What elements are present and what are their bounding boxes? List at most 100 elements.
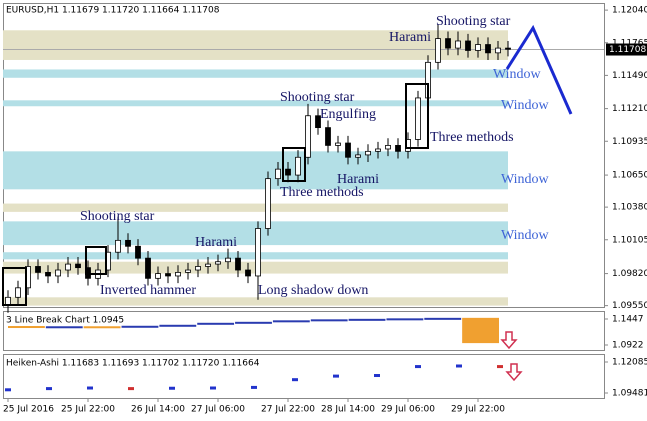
heiken-mark xyxy=(128,387,134,391)
y-tick-label: 1.10935 xyxy=(612,137,647,147)
y-tick-label: 1.10650 xyxy=(612,171,647,181)
y-tick-label: 1.1447 xyxy=(612,314,644,324)
x-tick-label: 26 Jul 14:00 xyxy=(131,405,185,415)
candle-body xyxy=(455,40,461,49)
zone xyxy=(3,100,508,107)
x-tick-label: 27 Jul 06:00 xyxy=(191,405,245,415)
y-tick-label: 1.11765 xyxy=(612,38,647,48)
line-break-block xyxy=(83,326,121,329)
x-tick-label: 25 Jul 22:00 xyxy=(61,405,115,415)
annotation: Inverted hammer xyxy=(100,283,196,298)
candle-body xyxy=(505,47,511,50)
last-price-box xyxy=(606,43,647,56)
candle-body xyxy=(315,115,321,129)
heiken-mark xyxy=(46,387,52,391)
pane-title: 3 Line Break Chart 1.0945 xyxy=(6,316,124,326)
zone xyxy=(3,203,508,212)
zone xyxy=(3,30,508,60)
pattern-box xyxy=(282,147,306,182)
annotation: Window xyxy=(501,228,550,243)
line-break-block xyxy=(462,317,499,344)
chart-title: EURUSD,H1 1.11679 1.11720 1.11664 1.1170… xyxy=(6,6,220,16)
y-tick-label: 1.10105 xyxy=(612,235,647,245)
line-break-block xyxy=(121,325,159,328)
heiken-mark xyxy=(333,374,339,378)
line-break-block xyxy=(386,318,424,321)
heiken-mark xyxy=(251,385,257,389)
annotation: Shooting star xyxy=(436,14,511,29)
heiken-mark xyxy=(5,388,11,392)
heiken-mark xyxy=(374,374,380,378)
candle-body xyxy=(475,44,481,51)
x-tick-label: 29 Jul 22:00 xyxy=(451,405,505,415)
candle-body xyxy=(175,271,181,277)
candle-body xyxy=(65,263,71,271)
y-tick-label: 1.09550 xyxy=(612,301,647,311)
candle-body xyxy=(345,142,351,158)
y-tick-label: 1.0922 xyxy=(612,340,644,350)
candle-body xyxy=(435,38,441,63)
y-tick-label: 1.12040 xyxy=(612,6,647,16)
annotation: Window xyxy=(493,67,542,82)
heiken-mark xyxy=(210,386,216,390)
candle-body xyxy=(45,271,51,277)
candle-body xyxy=(245,269,251,277)
candle-body xyxy=(465,40,471,51)
annotation: Window xyxy=(501,172,550,187)
candle-body xyxy=(135,245,141,259)
zone xyxy=(3,151,508,190)
y-tick-label: 1.09481 xyxy=(612,389,647,399)
annotation: Shooting star xyxy=(280,90,355,105)
plot-layer xyxy=(3,24,604,392)
heiken-mark xyxy=(456,364,462,368)
pane-title: Heiken-Ashi 1.11683 1.11693 1.11702 1.11… xyxy=(6,359,260,369)
candle-body xyxy=(225,257,231,263)
candle-body xyxy=(185,269,191,273)
candle-body xyxy=(275,168,281,180)
candle-body xyxy=(355,154,361,158)
pattern-boxes xyxy=(2,83,429,306)
candle-body xyxy=(215,261,221,265)
pattern-box xyxy=(85,246,107,275)
candle-body xyxy=(305,115,311,158)
candle-body xyxy=(385,145,391,150)
line-break-block xyxy=(8,326,45,329)
candle-body xyxy=(325,127,331,146)
y-tick-label: 1.11490 xyxy=(612,71,647,81)
heiken-mark xyxy=(292,378,298,382)
down-arrow xyxy=(500,331,518,350)
line-break-block xyxy=(310,319,348,322)
annotation: Engulfing xyxy=(320,107,376,122)
candle-body xyxy=(375,148,381,152)
line-break-block xyxy=(272,320,310,323)
candle-body xyxy=(155,273,161,279)
x-tick-label: 29 Jul 06:00 xyxy=(381,405,435,415)
candle-body xyxy=(395,145,401,152)
annotation: Harami xyxy=(195,235,237,250)
candle-body xyxy=(365,150,371,156)
y-tick-label: 1.11210 xyxy=(612,104,647,114)
line-break-block xyxy=(197,322,235,325)
line-break-block xyxy=(235,321,272,324)
annotation: Window xyxy=(501,98,550,113)
annotation: Long shadow down xyxy=(258,283,368,298)
candle-body xyxy=(165,273,171,277)
heiken-mark xyxy=(87,386,93,390)
candle-body xyxy=(265,178,271,229)
last-price-label: 1.11708 xyxy=(609,45,646,55)
candle-body xyxy=(205,263,211,267)
candle-body xyxy=(335,142,341,146)
annotation: Three methods xyxy=(280,185,364,200)
candle-body xyxy=(15,287,21,298)
pattern-box xyxy=(405,83,429,149)
x-tick-label: 28 Jul 14:00 xyxy=(321,405,375,415)
candle-body xyxy=(145,257,151,279)
candle-body xyxy=(235,257,241,271)
candle-body xyxy=(55,269,61,277)
forecast-arrow xyxy=(505,24,573,115)
pattern-box xyxy=(2,267,27,306)
signal-arrows xyxy=(500,331,523,382)
annotation: Three methods xyxy=(430,130,514,145)
candle-body xyxy=(285,168,291,176)
candle-body xyxy=(485,44,491,54)
